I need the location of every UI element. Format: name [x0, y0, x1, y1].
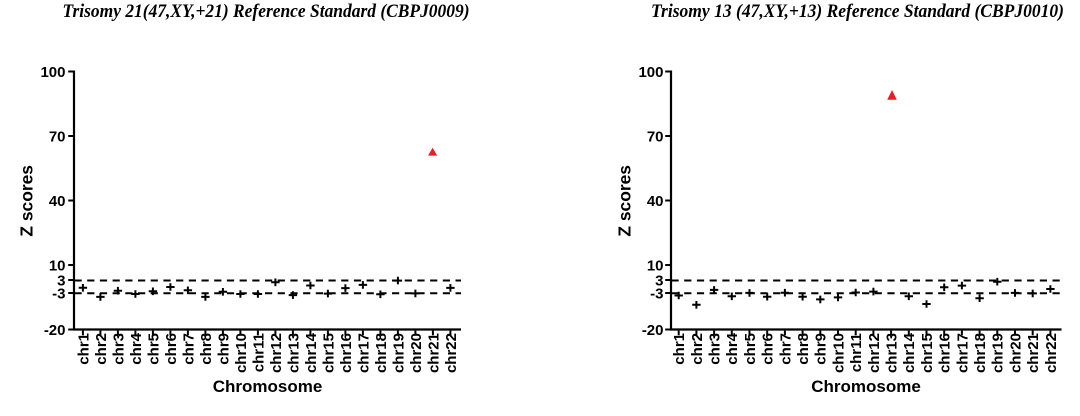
svg-text:chr12: chr12: [866, 333, 883, 373]
svg-text:10: 10: [49, 257, 66, 274]
svg-text:Chromosome: Chromosome: [811, 377, 921, 396]
svg-text:70: 70: [49, 128, 66, 145]
svg-text:40: 40: [647, 193, 664, 210]
svg-text:Trisomy 21(47,XY,+21) Referenc: Trisomy 21(47,XY,+21) Reference Standard…: [63, 1, 470, 22]
svg-text:chr20: chr20: [408, 333, 425, 373]
svg-text:chr18: chr18: [373, 333, 390, 373]
svg-text:-3: -3: [52, 285, 65, 302]
svg-text:Trisomy 13 (47,XY,+13) Referen: Trisomy 13 (47,XY,+13) Reference Standar…: [651, 1, 1064, 22]
svg-text:100: 100: [638, 64, 663, 81]
svg-text:chr10: chr10: [830, 333, 847, 373]
svg-text:chr17: chr17: [954, 333, 971, 373]
svg-text:chr4: chr4: [128, 332, 145, 364]
svg-text:chr19: chr19: [390, 333, 407, 373]
svg-text:chr20: chr20: [1007, 333, 1024, 373]
svg-text:chr6: chr6: [760, 333, 777, 365]
svg-text:chr21: chr21: [1025, 333, 1042, 373]
svg-text:chr10: chr10: [233, 333, 250, 373]
svg-text:chr22: chr22: [443, 333, 460, 373]
svg-text:chr9: chr9: [215, 333, 232, 365]
svg-text:chr9: chr9: [813, 333, 830, 365]
svg-text:-3: -3: [650, 285, 663, 302]
svg-text:chr16: chr16: [937, 333, 954, 373]
svg-text:chr3: chr3: [707, 333, 724, 365]
svg-text:Z scores: Z scores: [615, 165, 635, 237]
svg-text:chr21: chr21: [425, 333, 442, 373]
svg-text:chr14: chr14: [901, 332, 918, 373]
svg-text:chr11: chr11: [848, 333, 865, 372]
svg-text:chr14: chr14: [303, 332, 320, 373]
svg-text:Chromosome: Chromosome: [213, 377, 323, 396]
svg-text:chr13: chr13: [884, 333, 901, 373]
svg-text:chr2: chr2: [689, 333, 706, 365]
svg-text:chr1: chr1: [75, 333, 92, 365]
svg-text:chr8: chr8: [795, 333, 812, 365]
svg-text:chr8: chr8: [198, 333, 215, 365]
svg-text:-20: -20: [642, 322, 664, 339]
svg-text:chr5: chr5: [145, 333, 162, 365]
svg-text:chr3: chr3: [110, 333, 127, 365]
svg-text:chr18: chr18: [972, 333, 989, 373]
svg-text:chr5: chr5: [742, 333, 759, 365]
svg-text:chr1: chr1: [671, 333, 688, 365]
svg-text:chr4: chr4: [724, 332, 741, 364]
svg-text:chr15: chr15: [919, 333, 936, 373]
svg-text:70: 70: [647, 128, 664, 145]
svg-text:chr13: chr13: [285, 333, 302, 373]
svg-text:40: 40: [49, 193, 66, 210]
svg-text:chr11: chr11: [250, 333, 267, 372]
svg-text:-20: -20: [44, 322, 66, 339]
svg-text:100: 100: [40, 64, 65, 81]
svg-text:10: 10: [647, 257, 664, 274]
svg-text:chr22: chr22: [1043, 333, 1060, 373]
svg-text:chr7: chr7: [180, 333, 197, 365]
svg-text:chr12: chr12: [268, 333, 285, 373]
svg-text:chr7: chr7: [777, 333, 794, 365]
svg-text:3: 3: [655, 272, 663, 289]
svg-text:chr17: chr17: [355, 333, 372, 373]
svg-text:chr2: chr2: [93, 333, 110, 365]
svg-text:chr6: chr6: [163, 333, 180, 365]
svg-text:chr16: chr16: [338, 333, 355, 373]
svg-text:Z scores: Z scores: [17, 165, 37, 237]
svg-text:chr19: chr19: [990, 333, 1007, 373]
svg-text:3: 3: [57, 272, 65, 289]
svg-text:chr15: chr15: [320, 333, 337, 373]
